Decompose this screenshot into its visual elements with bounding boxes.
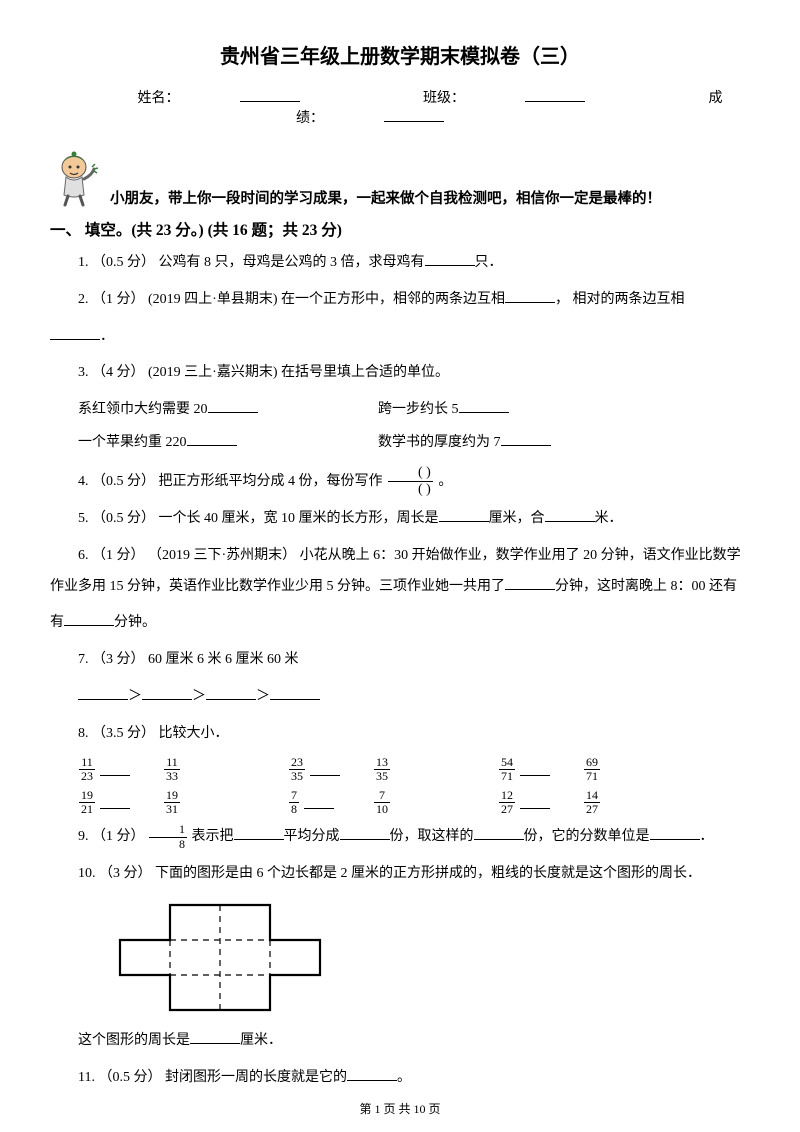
q2-blank1[interactable] xyxy=(505,288,555,303)
q11-blank[interactable] xyxy=(347,1066,397,1081)
fraction: 710 xyxy=(374,789,390,816)
class-label: 班级： xyxy=(423,91,465,106)
q9-blank3[interactable] xyxy=(474,825,524,840)
compare-blank[interactable] xyxy=(520,796,550,809)
q10: 10. （3 分） 下面的图形是由 6 个边长都是 2 厘米的正方形拼成的，粗线… xyxy=(50,859,750,890)
class-blank[interactable] xyxy=(525,87,585,102)
q3: 3. （4 分） (2019 三上·嘉兴期末) 在括号里填上合适的单位。 xyxy=(50,358,750,389)
q11: 11. （0.5 分） 封闭图形一周的长度就是它的。 xyxy=(50,1063,750,1094)
section-1-head: 一、 填空。(共 23 分。) (共 16 题；共 23 分) xyxy=(50,218,750,240)
fraction: 5471 xyxy=(499,756,515,783)
q7-blank3[interactable] xyxy=(206,685,256,700)
q9: 9. （1 分） 18 表示把平均分成份，取这样的份，它的分数单位是． xyxy=(50,822,750,853)
encouragement-text: 小朋友，带上你一段时间的学习成果，一起来做个自我检测吧，相信你一定是最棒的！ xyxy=(110,147,661,208)
q3-blank3[interactable] xyxy=(187,431,237,446)
q8: 8. （3.5 分） 比较大小． xyxy=(50,719,750,750)
q3-blank2[interactable] xyxy=(459,398,509,413)
q5: 5. （0.5 分） 一个长 40 厘米，宽 10 厘米的长方形，周长是厘米，合… xyxy=(50,504,750,535)
fraction: 1133 xyxy=(164,756,180,783)
q2-blank2[interactable] xyxy=(50,325,100,340)
q9-blank2[interactable] xyxy=(340,825,390,840)
q6-cont: 有分钟。 xyxy=(50,608,750,639)
page-title: 贵州省三年级上册数学期末模拟卷（三） xyxy=(50,40,750,69)
fraction: 1921 xyxy=(79,789,95,816)
fraction: 1123 xyxy=(79,756,95,783)
score-blank[interactable] xyxy=(384,107,444,122)
fraction: 1427 xyxy=(584,789,600,816)
q1: 1. （0.5 分） 公鸡有 8 只，母鸡是公鸡的 3 倍，求母鸡有只． xyxy=(50,248,750,279)
name-blank[interactable] xyxy=(240,87,300,102)
q10-blank[interactable] xyxy=(190,1029,240,1044)
q3-blank1[interactable] xyxy=(208,398,258,413)
q3-row2: 一个苹果约重 220 数学书的厚度约为 7 xyxy=(50,428,750,459)
q10-answer: 这个图形的周长是厘米． xyxy=(50,1026,750,1057)
q5-blank2[interactable] xyxy=(545,507,595,522)
mascot-icon xyxy=(50,147,100,207)
q8-row2: 1921 1931 78 710 1227 1427 xyxy=(50,789,750,816)
fraction: 1227 xyxy=(499,789,515,816)
compare-blank[interactable] xyxy=(310,763,340,776)
q9-blank4[interactable] xyxy=(650,825,700,840)
q9-blank1[interactable] xyxy=(234,825,284,840)
q4-fraction-blank[interactable]: ( )( ) xyxy=(388,465,433,498)
q1-blank[interactable] xyxy=(425,251,475,266)
q10-shape xyxy=(110,900,750,1020)
q7-blank4[interactable] xyxy=(270,685,320,700)
compare-blank[interactable] xyxy=(304,796,334,809)
name-label: 姓名： xyxy=(138,91,180,106)
compare-blank[interactable] xyxy=(520,763,550,776)
fraction: 1335 xyxy=(374,756,390,783)
q6-blank1[interactable] xyxy=(505,575,555,590)
q2: 2. （1 分） (2019 四上·单县期末) 在一个正方形中，相邻的两条边互相… xyxy=(50,285,750,316)
q7: 7. （3 分） 60 厘米 6 米 6 厘米 60 米 xyxy=(50,645,750,676)
fraction: 6971 xyxy=(584,756,600,783)
q6: 6. （1 分） （2019 三下·苏州期末） 小花从晚上 6：30 开始做作业… xyxy=(50,541,750,603)
fraction: 1931 xyxy=(164,789,180,816)
q7-order: ＞＞＞ xyxy=(50,682,750,713)
q9-fraction: 18 xyxy=(149,823,187,850)
q5-blank1[interactable] xyxy=(439,507,489,522)
q3-blank4[interactable] xyxy=(501,431,551,446)
compare-blank[interactable] xyxy=(100,763,130,776)
q8-row1: 1123 1133 2335 1335 5471 6971 xyxy=(50,756,750,783)
q7-blank2[interactable] xyxy=(142,685,192,700)
fraction: 78 xyxy=(289,789,299,816)
compare-blank[interactable] xyxy=(100,796,130,809)
q6-blank2[interactable] xyxy=(64,611,114,626)
q7-blank1[interactable] xyxy=(78,685,128,700)
page-footer: 第 1 页 共 10 页 xyxy=(0,1100,800,1117)
q2-cont: ． xyxy=(50,322,750,353)
fraction: 2335 xyxy=(289,756,305,783)
meta-line: 姓名： 班级： 成绩： xyxy=(50,87,750,127)
q4: 4. （0.5 分） 把正方形纸平均分成 4 份，每份写作 ( )( ) 。 xyxy=(50,465,750,498)
q3-row1: 系红领巾大约需要 20 跨一步约长 5 xyxy=(50,395,750,426)
